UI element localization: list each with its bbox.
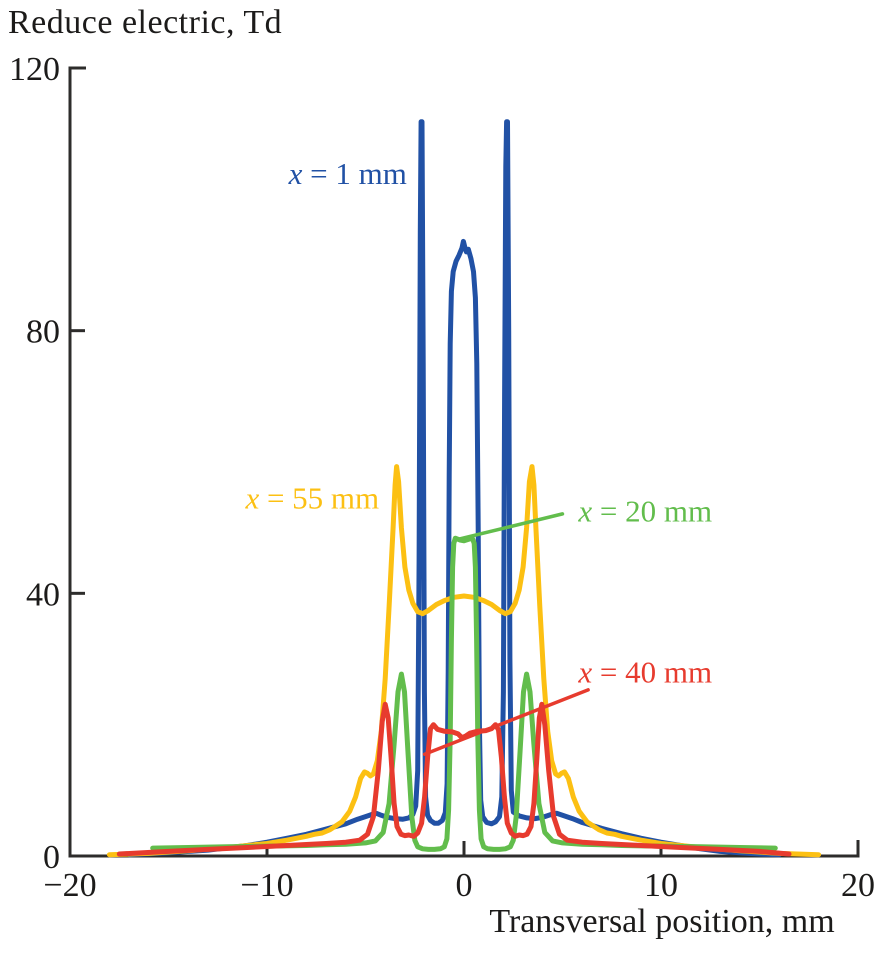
x-tick-label-20: 20 (841, 867, 875, 904)
x-axis-label: Transversal position, mm (489, 903, 835, 940)
leader-label-x20mm (458, 512, 565, 541)
label-x20mm: x = 20 mm (577, 494, 712, 529)
label-x40mm-text: = 40 mm (592, 654, 712, 689)
label-x55mm-text: = 55 mm (259, 480, 379, 515)
axes-frame (68, 66, 860, 858)
label-x55mm: x = 55 mm (244, 480, 379, 515)
chart-title: Reduce electric, Td (8, 4, 283, 41)
leader-label-x40mm (422, 688, 590, 756)
y-tick-label-40: 40 (26, 576, 60, 613)
curve-x20mm (150, 535, 778, 852)
x-tick-label-10: 10 (644, 867, 678, 904)
label-x20mm-text: = 20 mm (592, 494, 712, 529)
label-x1mm: x = 1 mm (288, 156, 407, 191)
x-tick-label--10: −10 (240, 867, 293, 904)
curve-x1mm (126, 119, 782, 858)
label-x40mm-var: x (577, 654, 592, 689)
curve-x40mm (116, 701, 792, 857)
curve-x55mm (106, 464, 822, 858)
y-tick-label-120: 120 (9, 51, 60, 88)
label-x55mm-var: x (244, 480, 259, 515)
y-tick-label-80: 80 (26, 314, 60, 351)
label-x1mm-text: = 1 mm (302, 156, 406, 191)
x-tick-label-0: 0 (456, 867, 473, 904)
label-x20mm-var: x (577, 494, 592, 529)
x-tick-label--20: −20 (43, 867, 96, 904)
label-x1mm-var: x (288, 156, 303, 191)
y-tick-label-0: 0 (43, 839, 60, 876)
label-x40mm: x = 40 mm (577, 654, 712, 689)
